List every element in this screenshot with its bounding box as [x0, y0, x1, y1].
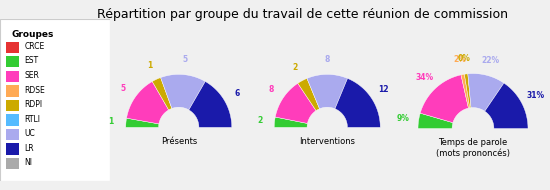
Text: 1: 1: [147, 61, 153, 70]
Text: 8: 8: [324, 55, 330, 64]
Text: RDPI: RDPI: [24, 100, 42, 109]
Text: UC: UC: [24, 129, 35, 138]
Bar: [6, 42, 19, 53]
Polygon shape: [189, 82, 232, 127]
Bar: [6, 158, 19, 169]
Polygon shape: [298, 78, 320, 111]
Polygon shape: [461, 74, 470, 108]
Text: 2%: 2%: [453, 55, 466, 64]
Text: SER: SER: [24, 71, 39, 80]
Text: CRCE: CRCE: [24, 42, 45, 51]
Text: 6: 6: [235, 89, 240, 98]
Polygon shape: [275, 83, 316, 124]
Bar: [6, 100, 19, 111]
Polygon shape: [126, 118, 159, 127]
Text: 5: 5: [120, 84, 126, 93]
Polygon shape: [274, 117, 307, 127]
Text: 9%: 9%: [397, 114, 410, 123]
Text: 2: 2: [257, 116, 262, 125]
Text: RTLI: RTLI: [24, 115, 40, 124]
Text: 5: 5: [182, 55, 187, 64]
Bar: [6, 85, 19, 97]
Bar: [6, 129, 19, 140]
Text: RDSE: RDSE: [24, 86, 45, 95]
Polygon shape: [307, 74, 348, 109]
Text: Interventions: Interventions: [299, 137, 355, 146]
Text: Répartition par groupe du travail de cette réunion de commission: Répartition par groupe du travail de cet…: [97, 8, 508, 21]
Polygon shape: [335, 78, 380, 127]
Polygon shape: [126, 82, 169, 124]
Text: Temps de parole
(mots prononcés): Temps de parole (mots prononcés): [436, 139, 510, 158]
Polygon shape: [420, 75, 469, 123]
Bar: [6, 56, 19, 67]
Text: 0%: 0%: [458, 54, 471, 63]
Text: Présents: Présents: [161, 137, 197, 146]
Text: 8: 8: [268, 85, 273, 94]
Text: EST: EST: [24, 56, 38, 66]
Text: 2: 2: [293, 63, 298, 72]
Text: 1: 1: [108, 117, 114, 126]
Bar: [6, 71, 19, 82]
Polygon shape: [468, 74, 504, 111]
Text: Groupes: Groupes: [11, 30, 53, 39]
Text: NI: NI: [24, 158, 32, 167]
Polygon shape: [464, 74, 471, 108]
Polygon shape: [152, 78, 172, 110]
Text: 34%: 34%: [416, 73, 434, 82]
Text: 22%: 22%: [481, 56, 499, 65]
Polygon shape: [161, 74, 205, 110]
Text: 31%: 31%: [526, 91, 544, 100]
Bar: [6, 114, 19, 126]
Text: LR: LR: [24, 144, 34, 153]
Bar: [6, 143, 19, 155]
Polygon shape: [485, 83, 528, 128]
Polygon shape: [418, 113, 453, 128]
Text: 12: 12: [378, 85, 389, 94]
